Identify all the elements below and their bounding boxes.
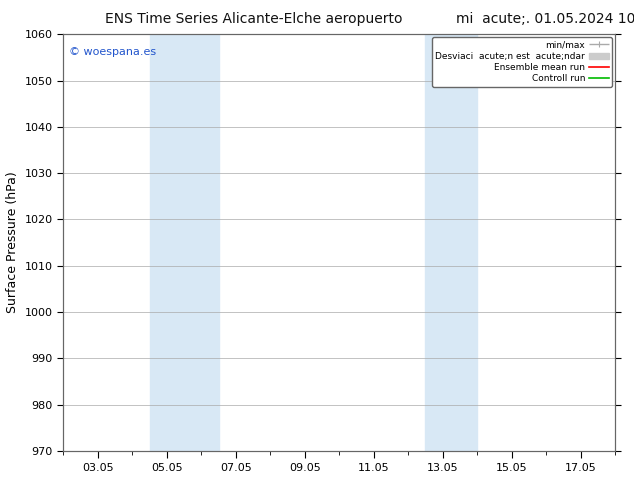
- Bar: [150, 34, 219, 451]
- Y-axis label: Surface Pressure (hPa): Surface Pressure (hPa): [6, 172, 19, 314]
- Bar: [425, 34, 477, 451]
- Text: mi  acute;. 01.05.2024 10 UTC: mi acute;. 01.05.2024 10 UTC: [456, 12, 634, 26]
- Legend: min/max, Desviaci  acute;n est  acute;ndar, Ensemble mean run, Controll run: min/max, Desviaci acute;n est acute;ndar…: [432, 37, 612, 87]
- Text: © woespana.es: © woespana.es: [69, 47, 156, 57]
- Text: ENS Time Series Alicante-Elche aeropuerto: ENS Time Series Alicante-Elche aeropuert…: [105, 12, 403, 26]
